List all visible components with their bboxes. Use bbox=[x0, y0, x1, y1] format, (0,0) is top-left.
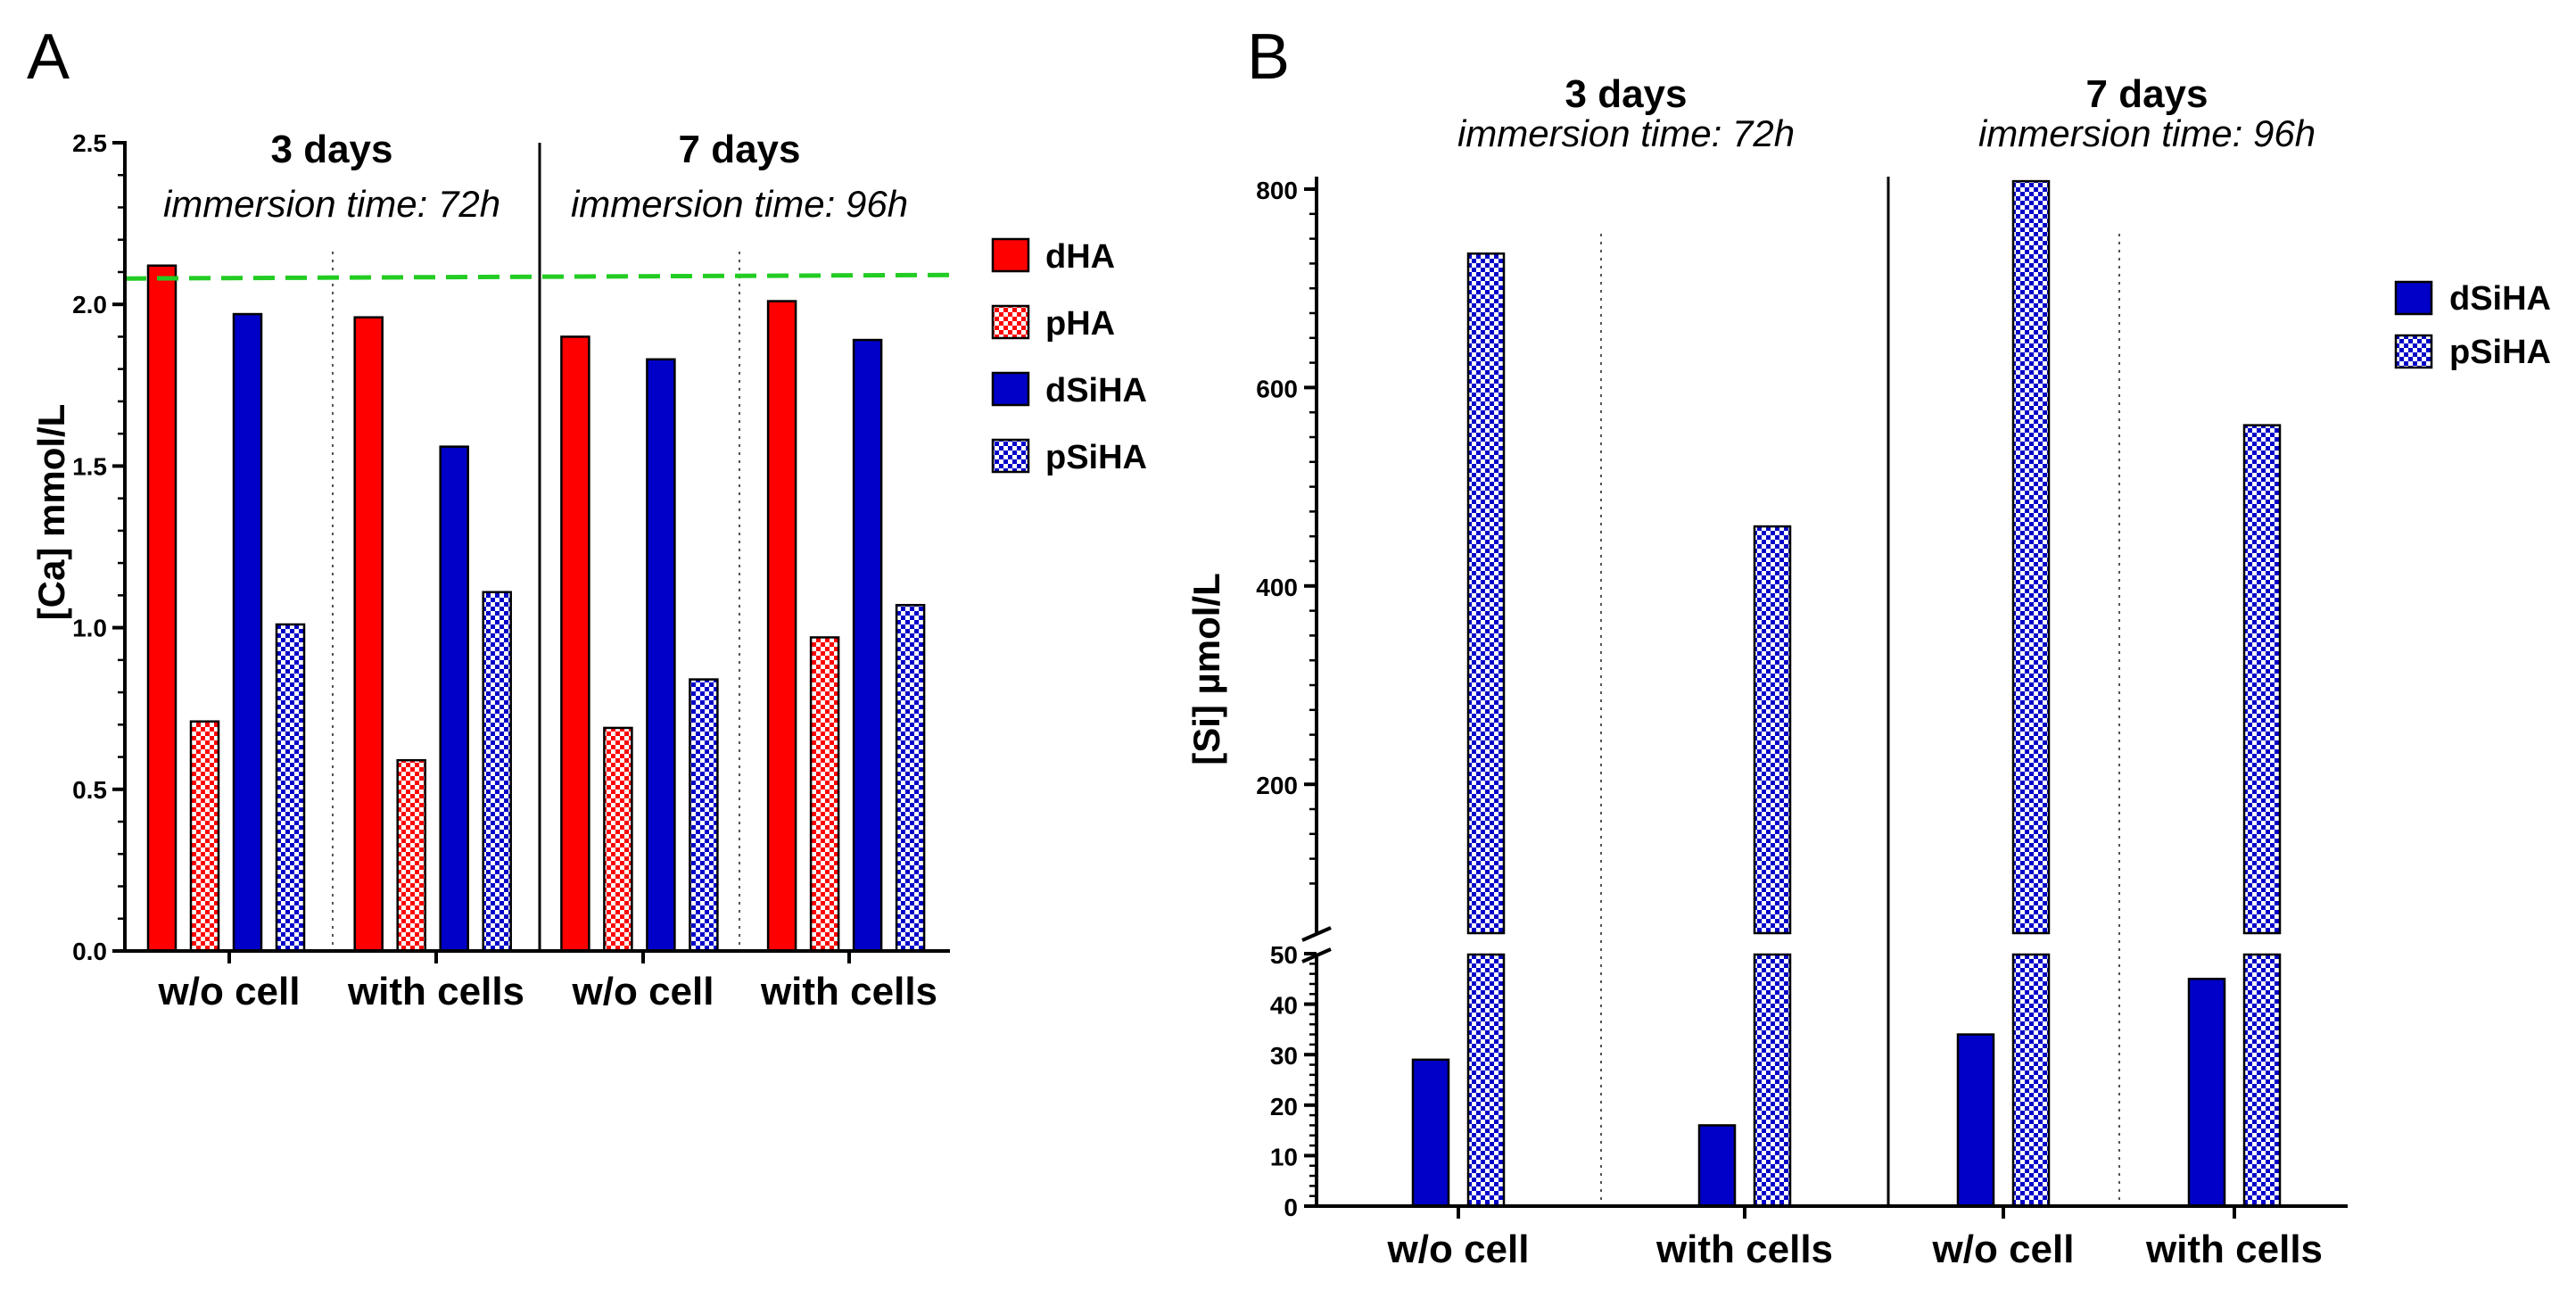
panel-b-y-tick-label: 400 bbox=[1256, 574, 1298, 601]
bar-a-dsiha-2 bbox=[439, 445, 469, 953]
bar-a-pha-4 bbox=[809, 636, 840, 953]
bar-a-psiha-4 bbox=[895, 603, 926, 953]
panel-b-axis-break-top bbox=[1301, 926, 1332, 942]
panel-b-x-label-4: with cells bbox=[2145, 1228, 2323, 1271]
bar-b-psiha-3-lower-segment bbox=[2011, 953, 2051, 1208]
panel-b-x-label-3: w/o cell bbox=[1932, 1228, 2075, 1271]
panel-b-y-tick-label: 600 bbox=[1256, 375, 1298, 402]
panel-b-y-tick-label: 200 bbox=[1256, 772, 1298, 799]
bar-b-dsiha-2 bbox=[1697, 1124, 1737, 1208]
legend-label-b-dsiha: dSiHA bbox=[2449, 280, 2551, 318]
bar-b-dsiha-3 bbox=[1956, 1033, 1995, 1208]
panel-b-label: B bbox=[1247, 21, 1290, 93]
panel-b-y-tick-label: 30 bbox=[1270, 1042, 1298, 1070]
panel-a-y-tick-label: 0.5 bbox=[72, 776, 107, 804]
legend-label-dha: dHA bbox=[1045, 238, 1115, 276]
bar-a-dha-2 bbox=[353, 316, 384, 953]
panel-b-y-tick-label: 40 bbox=[1270, 992, 1298, 1020]
panel-b-x-label-2: with cells bbox=[1655, 1228, 1833, 1271]
panel-b: B [Si] µmol/L 3 days immersion time: 72h… bbox=[1185, 21, 2551, 1271]
panel-b-y-axis-label: [Si] µmol/L bbox=[1185, 573, 1227, 765]
bar-b-psiha-4 bbox=[2242, 424, 2282, 935]
panel-b-group-1-title: 3 days bbox=[1565, 72, 1688, 116]
panel-a-group-1-title: 3 days bbox=[271, 128, 393, 171]
panel-b-legend: dSiHA pSiHA bbox=[2394, 280, 2551, 371]
legend-swatch-pha bbox=[991, 304, 1030, 340]
panel-a-y-ticks: 0.0 0.5 1.0 1.5 2.0 2.5 bbox=[72, 129, 125, 965]
legend-swatch-psiha bbox=[991, 438, 1030, 474]
bar-a-dsiha-1 bbox=[232, 312, 263, 953]
bar-b-psiha-1 bbox=[1466, 252, 1506, 935]
panel-b-x-label-1: w/o cell bbox=[1387, 1228, 1530, 1271]
panel-a-bars bbox=[146, 264, 926, 953]
bar-a-psiha-3 bbox=[689, 678, 719, 953]
bar-b-psiha-2 bbox=[1753, 525, 1792, 935]
panel-a-y-tick-label: 1.5 bbox=[72, 452, 107, 480]
panel-a: A [Ca] mmol/L 3 days immersion time: 72h… bbox=[27, 21, 1147, 1013]
panel-b-axis-break-bottom bbox=[1301, 947, 1332, 963]
panel-a-x-label-1: w/o cell bbox=[158, 970, 301, 1013]
bar-a-psiha-2 bbox=[482, 591, 512, 953]
bar-b-psiha-1-lower-segment bbox=[1466, 953, 1506, 1208]
panel-a-y-tick-label: 1.0 bbox=[72, 615, 107, 642]
panel-b-x-ticks bbox=[1457, 1206, 2236, 1219]
panel-b-bars bbox=[1411, 179, 2282, 1208]
legend-swatch-b-dsiha bbox=[2394, 280, 2433, 316]
panel-b-y-tick-label: 800 bbox=[1256, 177, 1298, 204]
legend-label-pha: pHA bbox=[1045, 305, 1115, 343]
bar-a-pha-2 bbox=[396, 758, 426, 953]
bar-a-pha-3 bbox=[603, 726, 633, 953]
panel-a-group-1-subtitle: immersion time: 72h bbox=[163, 183, 500, 225]
bar-a-dsiha-4 bbox=[852, 338, 883, 953]
legend-swatch-b-psiha bbox=[2394, 334, 2433, 369]
bar-a-psiha-1 bbox=[275, 623, 306, 953]
panel-a-x-label-2: with cells bbox=[347, 970, 524, 1013]
panel-a-legend: dHA pHA dSiHA pSiHA bbox=[991, 237, 1147, 476]
bar-b-psiha-3 bbox=[2011, 179, 2051, 935]
bar-a-dha-4 bbox=[766, 300, 797, 953]
panel-b-group-2-subtitle: immersion time: 96h bbox=[1978, 112, 2316, 154]
bar-b-dsiha-1 bbox=[1411, 1058, 1450, 1208]
legend-label-dsiha: dSiHA bbox=[1045, 372, 1147, 409]
legend-label-psiha: pSiHA bbox=[1045, 439, 1147, 476]
panel-a-x-label-4: with cells bbox=[760, 970, 937, 1013]
panel-b-y-ticks: 0 10 20 30 40 50 200 400 600 800 bbox=[1256, 177, 1317, 1221]
panel-a-y-tick-label: 2.0 bbox=[72, 291, 107, 318]
panel-a-y-tick-label: 2.5 bbox=[72, 129, 107, 157]
panel-a-group-2-subtitle: immersion time: 96h bbox=[571, 183, 908, 225]
panel-a-y-axis-label: [Ca] mmol/L bbox=[30, 404, 72, 621]
panel-b-y-tick-label: 10 bbox=[1270, 1143, 1298, 1170]
bar-b-psiha-2-lower-segment bbox=[1753, 953, 1792, 1208]
panel-a-reference-line bbox=[124, 272, 951, 281]
bar-a-dsiha-3 bbox=[646, 358, 676, 953]
panel-a-x-label-3: w/o cell bbox=[572, 970, 714, 1013]
legend-swatch-dsiha bbox=[991, 371, 1030, 407]
bar-a-dha-3 bbox=[560, 335, 590, 953]
panel-b-group-2-title: 7 days bbox=[2086, 72, 2209, 116]
legend-label-b-psiha: pSiHA bbox=[2449, 334, 2551, 371]
legend-swatch-dha bbox=[991, 237, 1030, 273]
panel-b-y-tick-label: 50 bbox=[1270, 941, 1298, 969]
panel-a-y-tick-label: 0.0 bbox=[72, 938, 107, 965]
panel-a-group-2-title: 7 days bbox=[679, 128, 801, 171]
panel-b-y-tick-label: 0 bbox=[1284, 1194, 1298, 1221]
bar-a-pha-1 bbox=[189, 720, 220, 953]
panel-b-group-1-subtitle: immersion time: 72h bbox=[1457, 112, 1795, 154]
bar-a-dha-1 bbox=[146, 264, 178, 953]
panel-a-x-ticks bbox=[227, 951, 851, 963]
bar-b-psiha-4-lower-segment bbox=[2242, 953, 2282, 1208]
panel-b-y-tick-label: 20 bbox=[1270, 1093, 1298, 1120]
bar-b-dsiha-4 bbox=[2187, 978, 2226, 1208]
panel-a-label: A bbox=[27, 21, 70, 93]
